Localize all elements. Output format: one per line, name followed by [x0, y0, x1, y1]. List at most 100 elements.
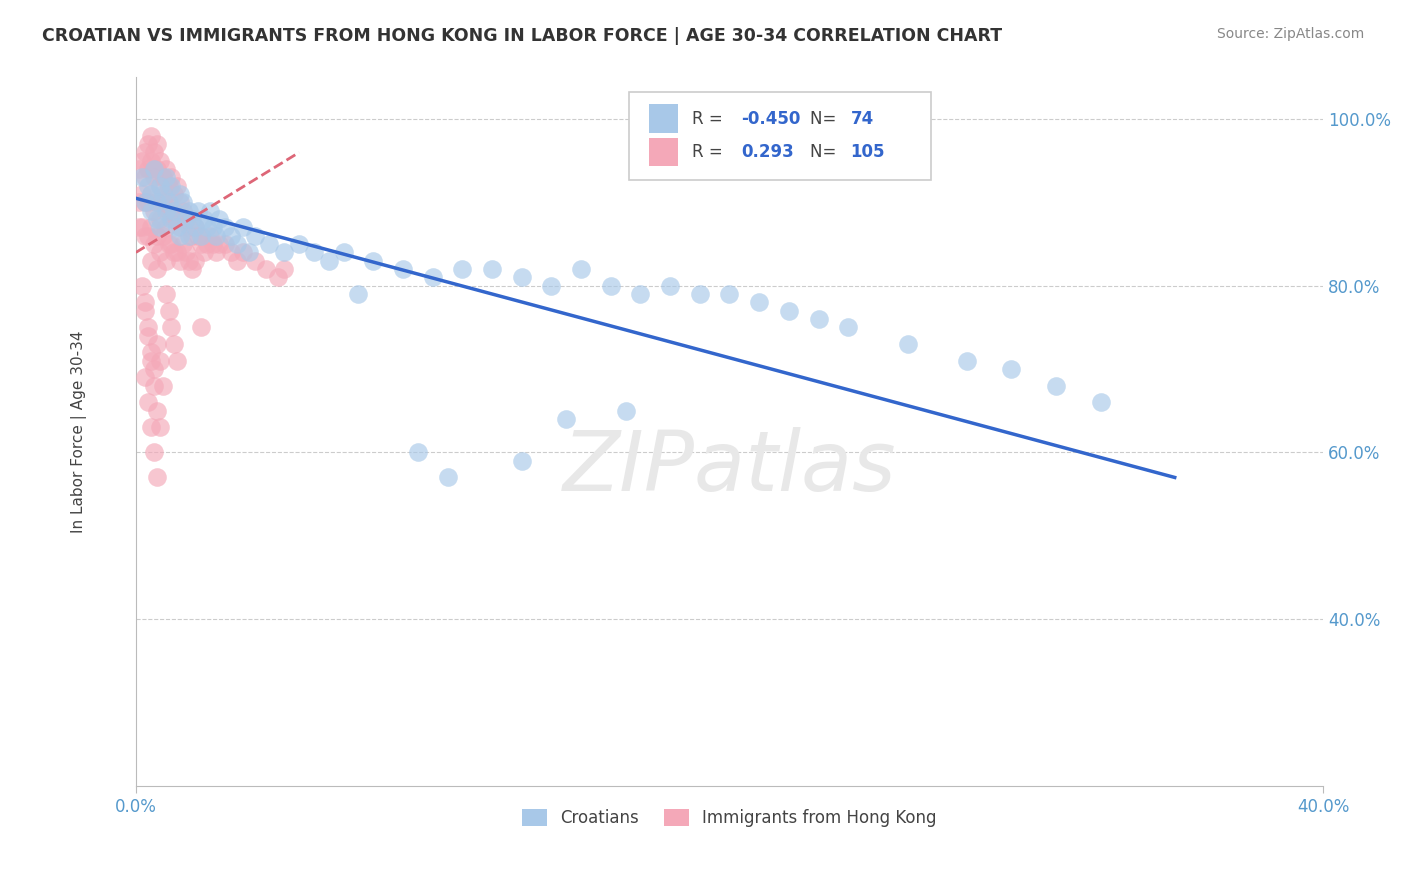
Point: [139, 220, 162, 235]
Point: [149, 420, 172, 434]
Point: [172, 237, 194, 252]
Point: [392, 262, 415, 277]
Point: [179, 220, 201, 235]
Point: [225, 237, 247, 252]
Point: [332, 245, 354, 260]
Point: [1000, 362, 1022, 376]
FancyBboxPatch shape: [628, 92, 931, 180]
Point: [149, 220, 172, 235]
Point: [181, 228, 204, 243]
Point: [1090, 395, 1112, 409]
Point: [181, 212, 204, 227]
Point: [145, 137, 167, 152]
Point: [152, 187, 174, 202]
Point: [778, 303, 800, 318]
Point: [243, 228, 266, 243]
Point: [184, 220, 207, 235]
Point: [155, 203, 177, 218]
Point: [807, 312, 830, 326]
Point: [187, 203, 209, 218]
Text: ZIPatlas: ZIPatlas: [562, 426, 896, 508]
Point: [136, 178, 159, 193]
Point: [131, 220, 153, 235]
Legend: Croatians, Immigrants from Hong Kong: Croatians, Immigrants from Hong Kong: [516, 803, 943, 834]
Point: [956, 353, 979, 368]
Point: [318, 253, 340, 268]
Point: [145, 195, 167, 210]
Point: [131, 278, 153, 293]
Point: [202, 237, 225, 252]
Text: CROATIAN VS IMMIGRANTS FROM HONG KONG IN LABOR FORCE | AGE 30-34 CORRELATION CHA: CROATIAN VS IMMIGRANTS FROM HONG KONG IN…: [42, 27, 1002, 45]
Point: [187, 228, 209, 243]
Point: [267, 270, 290, 285]
Point: [139, 187, 162, 202]
Point: [155, 287, 177, 301]
Point: [157, 195, 180, 210]
Point: [155, 253, 177, 268]
Point: [190, 320, 212, 334]
Point: [142, 145, 165, 160]
Point: [139, 353, 162, 368]
Point: [198, 203, 221, 218]
Text: 0.293: 0.293: [741, 143, 794, 161]
Point: [259, 237, 281, 252]
Point: [145, 195, 167, 210]
Point: [166, 220, 188, 235]
Point: [169, 253, 191, 268]
Point: [214, 220, 236, 235]
Point: [142, 203, 165, 218]
Point: [160, 212, 183, 227]
Point: [139, 253, 162, 268]
Point: [136, 162, 159, 177]
Point: [184, 253, 207, 268]
Point: [134, 303, 156, 318]
Point: [176, 212, 198, 227]
FancyBboxPatch shape: [648, 137, 679, 166]
Point: [149, 245, 172, 260]
Point: [256, 262, 278, 277]
Point: [136, 328, 159, 343]
Point: [205, 228, 228, 243]
Point: [510, 270, 533, 285]
Point: [149, 178, 172, 193]
Point: [718, 287, 741, 301]
Point: [1045, 378, 1067, 392]
Point: [190, 237, 212, 252]
Point: [142, 445, 165, 459]
Point: [169, 195, 191, 210]
Point: [897, 337, 920, 351]
Point: [184, 220, 207, 235]
Point: [169, 228, 191, 243]
Point: [422, 270, 444, 285]
Point: [145, 262, 167, 277]
Point: [219, 228, 242, 243]
Point: [139, 420, 162, 434]
Point: [190, 228, 212, 243]
Point: [243, 253, 266, 268]
Point: [273, 245, 295, 260]
Point: [131, 187, 153, 202]
Point: [166, 245, 188, 260]
Point: [136, 195, 159, 210]
Point: [139, 187, 162, 202]
Point: [232, 245, 254, 260]
Point: [134, 228, 156, 243]
Point: [149, 212, 172, 227]
Point: [145, 470, 167, 484]
Point: [142, 362, 165, 376]
Point: [630, 287, 652, 301]
Point: [145, 162, 167, 177]
Point: [599, 278, 621, 293]
Point: [152, 170, 174, 185]
Point: [232, 220, 254, 235]
Point: [406, 445, 429, 459]
Point: [748, 295, 770, 310]
Point: [176, 212, 198, 227]
Point: [163, 187, 186, 202]
Point: [195, 237, 218, 252]
Point: [166, 178, 188, 193]
Point: [139, 345, 162, 359]
Point: [302, 245, 325, 260]
Point: [179, 203, 201, 218]
Point: [149, 153, 172, 168]
